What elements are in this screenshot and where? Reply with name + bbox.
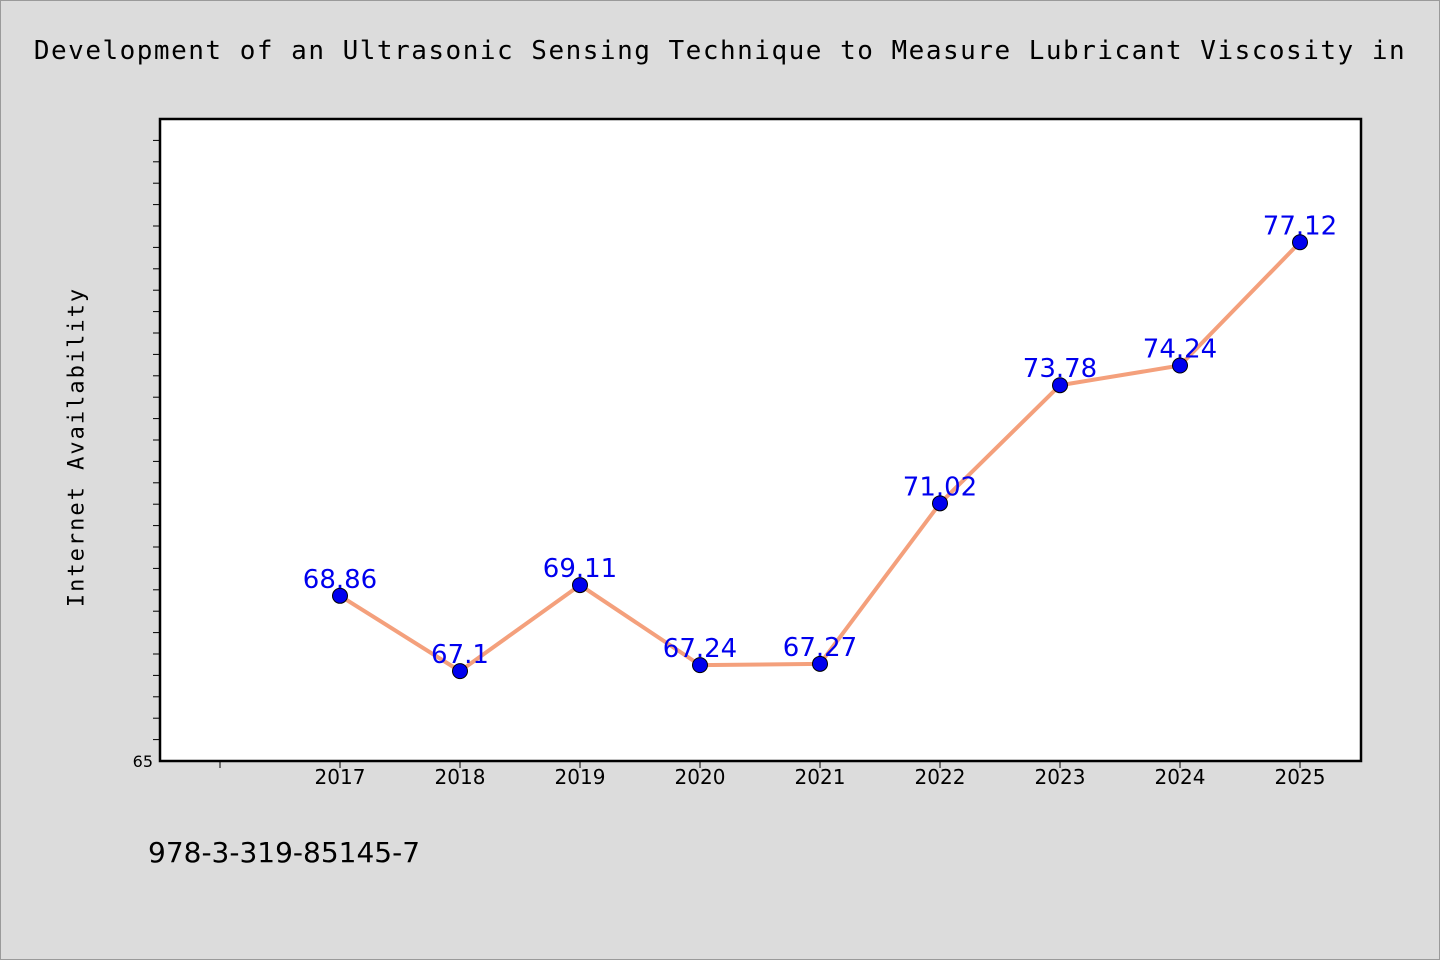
data-label: 74.24 [1143, 335, 1217, 365]
data-label: 67.1 [431, 640, 489, 670]
plot-border [158, 117, 1363, 763]
data-label: 69.11 [543, 554, 617, 584]
data-point [1292, 234, 1308, 251]
data-point [452, 663, 468, 680]
x-tick-label: 2024 [1155, 765, 1206, 789]
y-tick-label: 65 [133, 752, 153, 771]
x-tick-label: 2021 [795, 765, 846, 789]
x-tick-label: 2025 [1275, 765, 1326, 789]
data-label: 77.12 [1263, 211, 1337, 241]
x-tick-label: 2020 [675, 765, 726, 789]
plot-area [160, 119, 1361, 761]
x-tick-label: 2022 [915, 765, 966, 789]
data-markers [332, 234, 1308, 680]
data-label: 71.02 [903, 472, 977, 502]
data-label: 68.86 [303, 565, 377, 595]
data-point [812, 655, 828, 672]
chart-title: Development of an Ultrasonic Sensing Tec… [33, 36, 1407, 66]
axis-tick-labels: 65 2017 2018 2019 2020 2021 2022 2023 2024 2025 [133, 752, 1326, 789]
x-tick-label: 2019 [555, 765, 606, 789]
data-label: 67.24 [663, 634, 737, 664]
data-point [332, 587, 348, 604]
data-labels: 68.86 67.1 69.11 67.24 67.27 71.02 73.78 74.24 7… [303, 211, 1337, 670]
x-tick-label: 2018 [435, 765, 486, 789]
data-point [932, 495, 948, 512]
data-point [572, 577, 588, 594]
data-point [1172, 357, 1188, 374]
data-label: 67.27 [783, 633, 857, 663]
x-tick-label: 2023 [1035, 765, 1086, 789]
x-tick-label: 2017 [315, 765, 366, 789]
data-point [1052, 377, 1068, 394]
data-point [692, 657, 708, 674]
footer-isbn: 978-3-319-85145-7 [148, 836, 421, 869]
data-label: 73.78 [1023, 354, 1097, 384]
